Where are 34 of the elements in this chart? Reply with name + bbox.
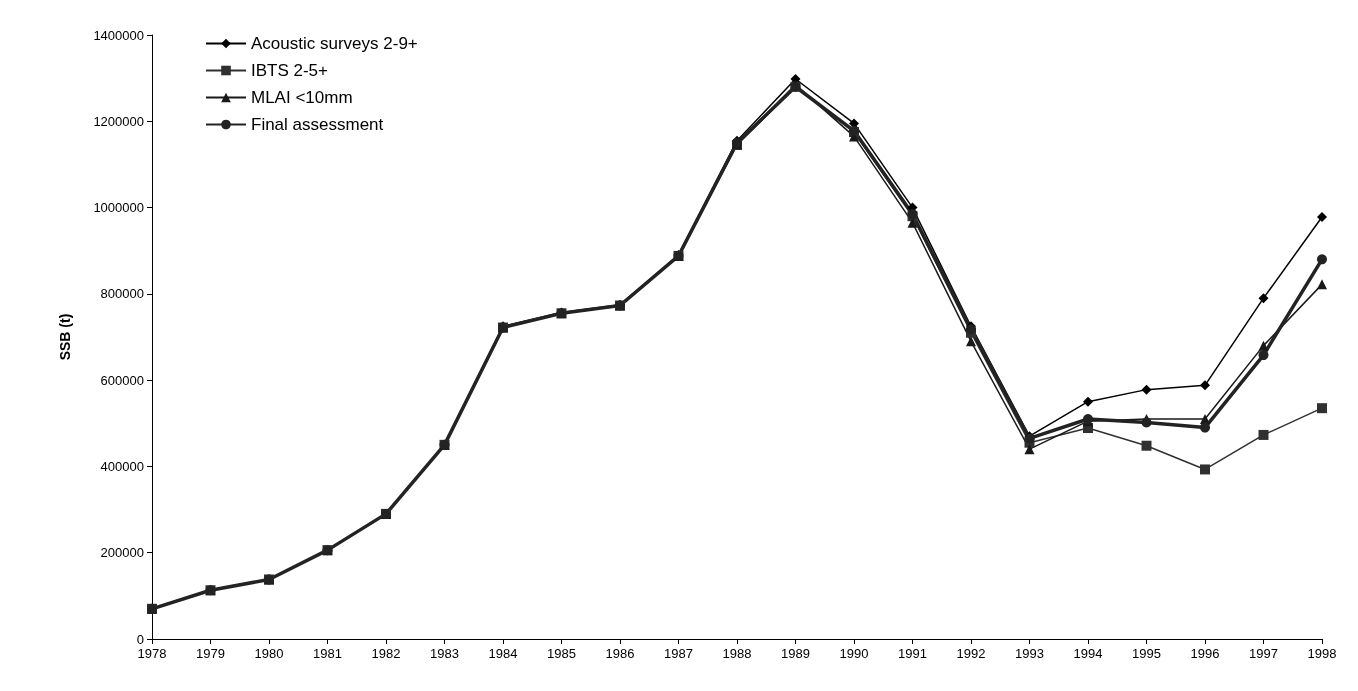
y-axis-title: SSB (t) <box>57 313 73 361</box>
y-tick-label: 600000 <box>100 372 144 388</box>
x-tick-label: 1998 <box>1307 646 1337 661</box>
y-tick-label: 1000000 <box>93 200 144 216</box>
x-tick-label: 1995 <box>1132 646 1161 661</box>
y-tick-label: 0 <box>136 631 144 647</box>
x-tick-label: 1978 <box>137 646 167 661</box>
legend-label: MLAI <10mm <box>251 88 353 107</box>
y-tick-label: 800000 <box>100 286 144 302</box>
x-tick-label: 1985 <box>547 646 576 661</box>
legend-label: Final assessment <box>251 115 384 134</box>
x-tick-label: 1990 <box>839 646 869 661</box>
x-tick-label: 1988 <box>722 646 752 661</box>
x-tick-label: 1992 <box>956 646 986 661</box>
x-tick-label: 1991 <box>898 646 927 661</box>
x-tick-label: 1984 <box>488 646 518 661</box>
x-tick-label: 1996 <box>1190 646 1220 661</box>
x-tick-label: 1993 <box>1015 646 1044 661</box>
x-tick-label: 1979 <box>196 646 225 661</box>
x-tick-label: 1982 <box>371 646 401 661</box>
x-tick-label: 1983 <box>430 646 459 661</box>
x-tick-label: 1981 <box>313 646 342 661</box>
x-tick-label: 1987 <box>664 646 693 661</box>
x-tick-label: 1980 <box>254 646 284 661</box>
y-tick-label: 200000 <box>100 545 144 561</box>
y-tick-label: 1400000 <box>93 27 144 43</box>
x-tick-label: 1986 <box>605 646 635 661</box>
x-tick-label: 1994 <box>1073 646 1103 661</box>
legend-label: Acoustic surveys 2-9+ <box>251 34 418 53</box>
y-tick-label: 1200000 <box>93 113 144 129</box>
x-tick-label: 1989 <box>781 646 810 661</box>
legend-label: IBTS 2-5+ <box>251 61 329 80</box>
y-tick-label: 400000 <box>100 458 144 474</box>
x-tick-label: 1997 <box>1249 646 1278 661</box>
